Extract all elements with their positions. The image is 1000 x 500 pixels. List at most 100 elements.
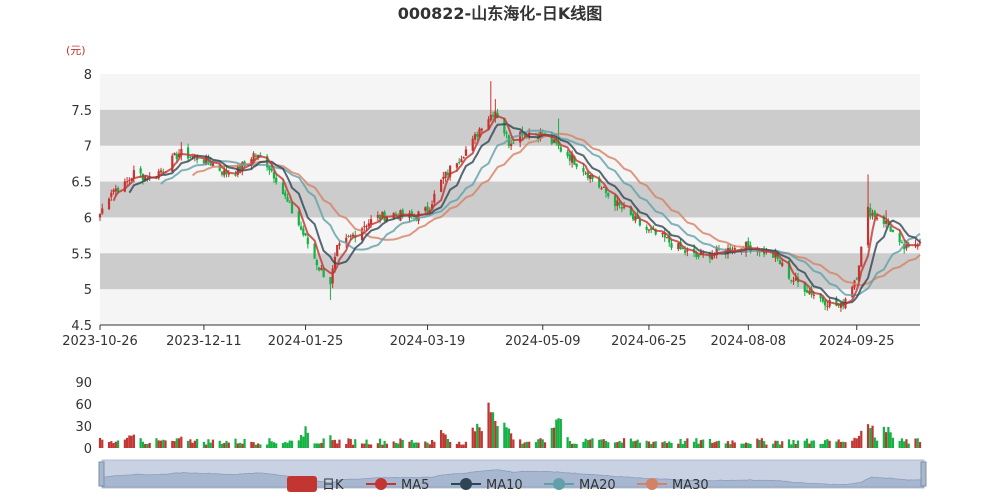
data-zoom-slider[interactable]: [98, 459, 927, 489]
chart-legend: 日K MA5 MA10 MA20 MA30: [287, 476, 709, 493]
volume-bar: [177, 438, 181, 448]
volume-bar: [306, 432, 309, 448]
legend-label: MA5: [401, 478, 429, 493]
volume-bar: [458, 441, 461, 448]
y-tick-label: 6.5: [71, 176, 92, 191]
candle-body: [650, 227, 653, 230]
candle-body: [329, 277, 332, 285]
volume-bar: [724, 443, 727, 448]
candle-body: [568, 154, 571, 161]
volume-bar: [360, 443, 364, 448]
slider-handle-left[interactable]: [98, 461, 105, 487]
volume-bar: [686, 438, 689, 448]
volume-bar: [715, 441, 718, 448]
volume-bar: [604, 440, 608, 448]
volume-bar: [155, 438, 158, 448]
volume-bar: [851, 440, 854, 448]
candle-body: [220, 171, 224, 175]
volume-bar: [148, 442, 151, 448]
volume-bar: [803, 440, 806, 448]
volume-bar: [857, 435, 861, 448]
candle-body: [439, 179, 443, 192]
y-tick-label: 7: [84, 140, 92, 155]
candle-body: [227, 173, 230, 175]
volume-bar: [98, 437, 102, 448]
legend-item-4[interactable]: MA30: [637, 478, 709, 493]
candle-body: [302, 228, 305, 235]
volume-tick-label: 0: [84, 442, 92, 457]
volume-bar: [591, 438, 594, 448]
volume-tick-label: 60: [75, 398, 92, 413]
volume-bar: [855, 438, 858, 448]
candle-body: [697, 254, 700, 257]
candle-body: [808, 290, 811, 294]
candle-body: [367, 223, 370, 227]
volume-bar: [844, 442, 847, 448]
candle-body: [584, 172, 587, 174]
volume-bar: [787, 439, 791, 448]
legend-item-3[interactable]: MA20: [544, 478, 616, 493]
candle-body: [243, 161, 246, 165]
candle-body: [365, 226, 368, 228]
volume-bar: [132, 434, 135, 448]
volume-bar: [749, 443, 752, 448]
candle-body: [385, 216, 388, 222]
legend-marker-icon: [375, 478, 387, 490]
volume-bar: [173, 441, 176, 448]
legend-item-2[interactable]: MA10: [451, 478, 523, 493]
candle-body: [107, 198, 111, 210]
candle-body: [857, 265, 861, 281]
candle-body: [123, 181, 126, 192]
legend-item-1[interactable]: MA5: [366, 478, 429, 493]
volume-bar: [726, 441, 730, 448]
volume-bar: [123, 439, 126, 448]
candle-body: [821, 297, 824, 302]
candle-body: [618, 202, 621, 206]
candle-body: [715, 247, 718, 256]
volume-bar: [473, 431, 477, 448]
volume-bar: [573, 443, 576, 448]
volume-bar: [898, 440, 901, 448]
volume-bar: [369, 444, 373, 448]
volume-bar: [552, 427, 556, 448]
candle-body: [347, 236, 350, 238]
candle-body: [589, 174, 592, 180]
volume-bar: [781, 441, 784, 448]
volume-bar: [616, 442, 619, 448]
volume-bar: [415, 442, 418, 448]
volume-bar: [758, 440, 761, 448]
candle-body: [794, 277, 797, 281]
candle-body: [462, 157, 465, 159]
volume-bar: [460, 444, 463, 448]
volume-bar: [394, 442, 398, 448]
volume-bar: [559, 418, 562, 448]
volume-bar: [555, 419, 558, 448]
volume-bar: [632, 441, 635, 448]
volume-bar: [345, 443, 348, 448]
volume-bar: [383, 440, 386, 448]
y-axis-unit: (元): [66, 44, 86, 57]
candle-body: [824, 300, 827, 306]
ma20-line: [160, 129, 921, 297]
slider-handle-right[interactable]: [920, 461, 927, 487]
x-tick-label: 2023-12-11: [166, 334, 242, 349]
volume-bar: [756, 438, 759, 448]
volume-bar: [313, 443, 316, 448]
volume-bar: [114, 441, 117, 448]
volume-bar: [234, 438, 237, 448]
y-tick-label: 6: [84, 211, 92, 226]
volume-bar: [557, 418, 560, 448]
volume-bar: [717, 440, 721, 448]
volume-bar: [708, 438, 712, 448]
volume-bar: [238, 442, 242, 448]
volume-bar: [647, 441, 651, 448]
volume-bar: [141, 441, 145, 448]
volume-bar: [693, 441, 696, 448]
ma5-line: [112, 114, 921, 306]
legend-item-0[interactable]: 日K: [287, 476, 344, 493]
candle-body: [607, 193, 610, 197]
volume-bar: [695, 438, 698, 448]
volume-tick-label: 30: [75, 420, 92, 435]
volume-bar: [776, 440, 779, 448]
